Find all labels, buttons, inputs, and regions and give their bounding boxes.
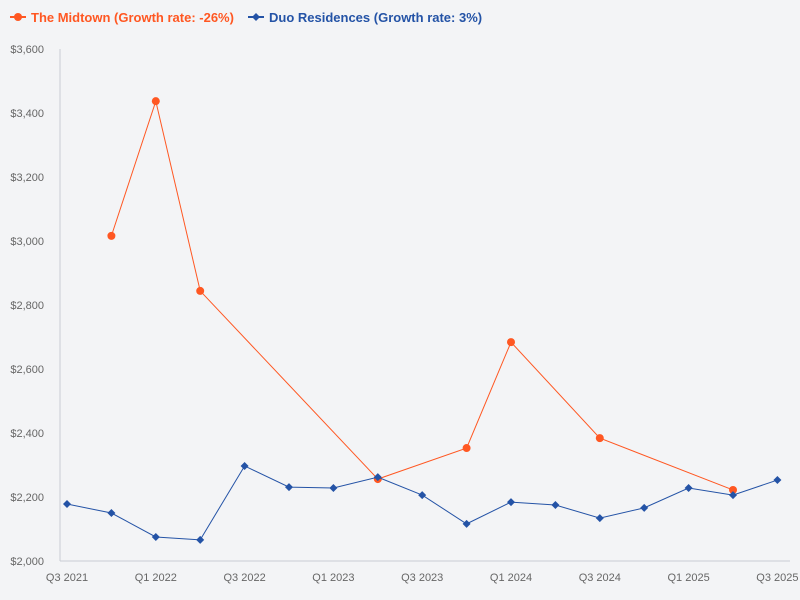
y-tick-label: $3,000 xyxy=(10,236,44,248)
y-tick-label: $2,800 xyxy=(10,300,44,312)
legend-item[interactable]: The Midtown (Growth rate: -26%) xyxy=(10,10,234,25)
legend-item[interactable]: Duo Residences (Growth rate: 3%) xyxy=(248,10,482,25)
x-tick-label: Q1 2022 xyxy=(135,572,177,584)
data-point[interactable] xyxy=(462,444,471,453)
y-tick-label: $2,600 xyxy=(10,364,44,376)
data-point[interactable] xyxy=(107,509,116,517)
data-point[interactable] xyxy=(329,484,338,493)
data-point[interactable] xyxy=(196,286,205,295)
data-point[interactable] xyxy=(684,484,693,493)
legend-label: The Midtown (Growth rate: -26%) xyxy=(31,10,234,25)
data-point[interactable] xyxy=(729,491,737,500)
series-group xyxy=(63,97,782,544)
data-point[interactable] xyxy=(151,97,160,106)
y-tick-label: $3,200 xyxy=(10,172,44,184)
y-tick-label: $3,400 xyxy=(10,108,44,120)
x-tick-label: Q3 2021 xyxy=(46,572,88,584)
legend-label: Duo Residences (Growth rate: 3%) xyxy=(269,10,482,25)
data-point[interactable] xyxy=(285,483,293,492)
series-line xyxy=(110,99,734,491)
y-tick-label: $3,600 xyxy=(10,44,44,56)
data-point[interactable] xyxy=(551,501,560,509)
x-tick-label: Q3 2022 xyxy=(223,572,265,584)
y-axis-ticks: $2,000 $2,200 $2,400 $2,600 $2,800 $3,000 $3,2… xyxy=(10,44,44,568)
x-tick-label: Q3 2025 xyxy=(756,572,798,584)
data-point[interactable] xyxy=(151,533,160,541)
y-tick-label: $2,200 xyxy=(10,492,44,504)
y-tick-label: $2,000 xyxy=(10,556,44,568)
legend-circle-icon xyxy=(14,13,22,21)
x-tick-label: Q3 2023 xyxy=(401,572,443,584)
data-point[interactable] xyxy=(107,231,116,240)
data-point[interactable] xyxy=(462,519,471,528)
data-point[interactable] xyxy=(595,434,604,443)
x-tick-label: Q1 2025 xyxy=(667,572,709,584)
y-tick-label: $2,400 xyxy=(10,428,44,440)
data-point[interactable] xyxy=(63,500,71,509)
data-point[interactable] xyxy=(507,338,515,347)
data-point[interactable] xyxy=(773,476,782,485)
data-point[interactable] xyxy=(418,491,427,500)
data-point[interactable] xyxy=(595,514,604,523)
x-tick-label: Q3 2024 xyxy=(579,572,621,584)
data-point[interactable] xyxy=(196,535,205,544)
x-tick-label: Q1 2024 xyxy=(490,572,532,584)
legend: The Midtown (Growth rate: -26%) Duo Resid… xyxy=(10,10,482,25)
series-line xyxy=(66,465,778,541)
data-point[interactable] xyxy=(373,473,382,482)
data-point[interactable] xyxy=(729,485,737,494)
data-point[interactable] xyxy=(507,498,515,507)
data-point[interactable] xyxy=(240,461,249,470)
legend-diamond-icon xyxy=(252,13,260,21)
data-point[interactable] xyxy=(640,503,649,512)
x-tick-label: Q1 2023 xyxy=(312,572,354,584)
x-axis-ticks: Q3 2021 Q1 2022 Q3 2022 Q1 2023 Q3 2023 Q1 20… xyxy=(46,572,799,584)
